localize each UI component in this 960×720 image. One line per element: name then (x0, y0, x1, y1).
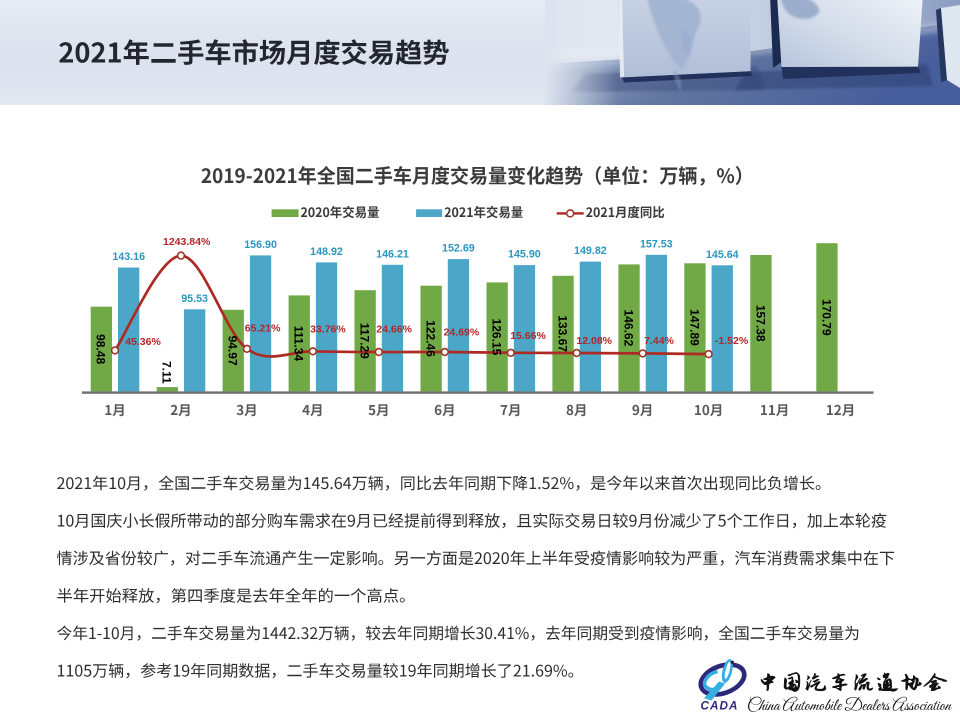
svg-text:147.89: 147.89 (687, 309, 701, 346)
svg-text:111.34: 111.34 (292, 326, 306, 362)
svg-text:133.67: 133.67 (556, 315, 570, 352)
svg-text:94.97: 94.97 (226, 336, 240, 366)
svg-text:126.15: 126.15 (490, 319, 504, 356)
svg-text:145.90: 145.90 (508, 249, 541, 261)
svg-text:149.82: 149.82 (574, 245, 607, 257)
svg-text:12.08%: 12.08% (576, 335, 612, 347)
svg-text:24.69%: 24.69% (444, 327, 480, 339)
svg-text:156.90: 156.90 (244, 239, 277, 251)
svg-text:143.16: 143.16 (112, 251, 145, 263)
svg-text:146.62: 146.62 (621, 310, 635, 347)
svg-text:148.92: 148.92 (310, 246, 343, 258)
svg-text:170.79: 170.79 (819, 299, 833, 336)
svg-text:145.64: 145.64 (706, 249, 739, 261)
svg-text:117.29: 117.29 (358, 323, 372, 359)
svg-text:65.21%: 65.21% (245, 323, 281, 335)
svg-text:152.69: 152.69 (442, 243, 475, 255)
svg-text:146.21: 146.21 (376, 248, 409, 260)
svg-text:95.53: 95.53 (181, 293, 208, 305)
svg-text:15.66%: 15.66% (510, 330, 546, 342)
svg-text:7.44%: 7.44% (644, 335, 674, 347)
svg-text:7.11: 7.11 (160, 361, 174, 384)
svg-text:24.66%: 24.66% (376, 324, 412, 336)
svg-text:CADA: CADA (701, 700, 738, 713)
svg-text:98.48: 98.48 (94, 334, 108, 364)
svg-text:122.46: 122.46 (424, 320, 438, 357)
svg-text:157.38: 157.38 (753, 305, 767, 342)
svg-text:45.36%: 45.36% (125, 336, 161, 348)
svg-text:-1.52%: -1.52% (715, 335, 749, 347)
svg-text:157.53: 157.53 (640, 238, 673, 250)
svg-text:1243.84%: 1243.84% (163, 236, 211, 248)
svg-text:33.76%: 33.76% (310, 324, 346, 336)
